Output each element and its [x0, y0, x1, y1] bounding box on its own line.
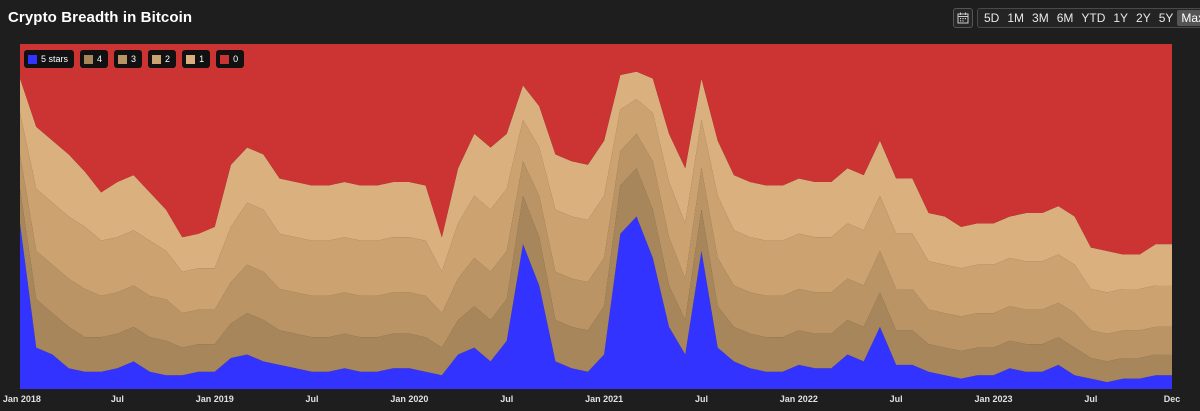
series-area-5-stars	[20, 216, 1172, 389]
legend-item-3[interactable]: 3	[114, 50, 143, 68]
legend-swatch	[220, 54, 230, 64]
x-tick-label: Jan 2018	[2, 394, 41, 404]
x-tick-label: Jul	[694, 394, 708, 404]
range-max-button[interactable]: Max	[1177, 10, 1200, 26]
series-area-1	[20, 71, 1172, 293]
legend-label: 5 stars	[41, 54, 69, 64]
range-selector: 5D 1M 3M 6M YTD 1Y 2Y 5Y Max	[977, 8, 1200, 28]
legend-item-2[interactable]: 2	[148, 50, 177, 68]
legend-item-1[interactable]: 1	[182, 50, 211, 68]
legend-label: 1	[199, 54, 205, 64]
range-5y-button[interactable]: 5Y	[1158, 11, 1174, 25]
range-1m-button[interactable]: 1M	[1007, 11, 1025, 25]
x-tick-label: Jan 2023	[974, 394, 1013, 404]
range-1y-button[interactable]: 1Y	[1113, 11, 1129, 25]
x-tick-label: Jul	[889, 394, 903, 404]
legend-item-0[interactable]: 0	[216, 50, 245, 68]
x-tick-label: Jul	[110, 394, 124, 404]
legend-swatch	[28, 54, 37, 64]
x-tick-label: Jan 2019	[195, 394, 234, 404]
range-2y-button[interactable]: 2Y	[1136, 11, 1151, 25]
chart-legend: 5 stars 4 3 2 1 0	[24, 50, 245, 68]
legend-swatch	[152, 54, 162, 64]
legend-item-4[interactable]: 4	[80, 50, 109, 68]
x-axis: Jan 2018 Jul Jan 2019 Jul Jan 2020 Jul Jan 202…	[0, 394, 1200, 408]
page-title: Crypto Breadth in Bitcoin	[8, 9, 193, 26]
x-tick-label: Jan 2022	[779, 394, 818, 404]
x-tick-label: Jan 2020	[390, 394, 429, 404]
legend-label: 0	[233, 54, 239, 64]
stacked-area-chart	[20, 44, 1172, 389]
legend-label: 4	[97, 54, 103, 64]
legend-swatch	[186, 54, 196, 64]
legend-item-5-stars[interactable]: 5 stars	[24, 50, 75, 68]
range-6m-button[interactable]: 6M	[1056, 11, 1074, 25]
series-area-3	[20, 133, 1172, 362]
x-tick-label: Dec	[1163, 394, 1181, 404]
range-toolbar: 5D 1M 3M 6M YTD 1Y 2Y 5Y Max	[953, 8, 1200, 28]
x-tick-label: Jul	[305, 394, 319, 404]
x-tick-label: Jul	[1084, 394, 1098, 404]
legend-swatch	[118, 54, 128, 64]
x-tick-label: Jan 2021	[585, 394, 624, 404]
x-tick-label: Jul	[500, 394, 514, 404]
series-area-2	[20, 99, 1172, 334]
series-area-0	[20, 44, 1172, 255]
range-ytd-button[interactable]: YTD	[1081, 11, 1106, 25]
calendar-icon[interactable]	[953, 8, 973, 28]
range-5d-button[interactable]: 5D	[984, 11, 1000, 25]
series-area-4	[20, 168, 1172, 383]
range-3m-button[interactable]: 3M	[1032, 11, 1049, 25]
legend-swatch	[84, 54, 94, 64]
legend-label: 2	[165, 54, 171, 64]
chart-plot-area	[20, 44, 1172, 389]
legend-label: 3	[131, 54, 137, 64]
